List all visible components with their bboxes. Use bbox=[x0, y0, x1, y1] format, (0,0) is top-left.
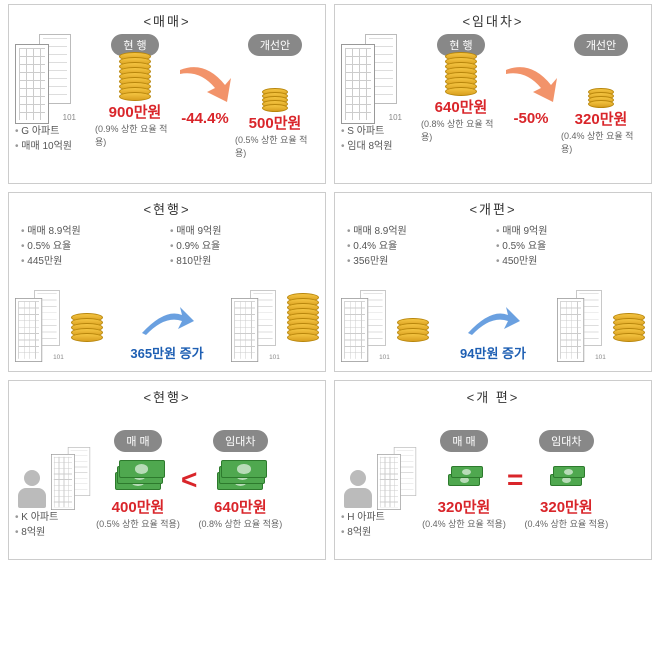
panel-title: <현행> bbox=[15, 387, 319, 406]
panel-revised: <개 편> H 아파트8억원 매 매 320만원 (0.4% 상한 요율 적용)… bbox=[334, 380, 652, 560]
panel-title: <개 편> bbox=[341, 387, 645, 406]
building-icon: 101 bbox=[341, 34, 401, 124]
cash-icon bbox=[115, 460, 161, 490]
current-sub: (0.8% 상한 요율 적용) bbox=[421, 117, 501, 143]
proposed-amount: 500만원 bbox=[249, 112, 302, 133]
coin-stack-proposed bbox=[588, 92, 614, 108]
sale-pill: 매 매 bbox=[114, 430, 161, 452]
proposed-sub: (0.5% 상한 요율 적용) bbox=[235, 133, 315, 159]
building-number: 101 bbox=[62, 113, 77, 122]
current-amount: 640만원 bbox=[435, 96, 488, 117]
panel-title: <개편> bbox=[341, 199, 645, 218]
increase-text: 94만원 증가 bbox=[460, 343, 526, 362]
cash-icon bbox=[550, 466, 582, 486]
lease-amount: 320만원 bbox=[540, 496, 593, 517]
compare-symbol: = bbox=[507, 464, 523, 496]
current-amount: 900만원 bbox=[109, 101, 162, 122]
building-icon bbox=[377, 447, 419, 510]
coin-stack-current bbox=[445, 56, 477, 96]
coin-stack-right bbox=[287, 297, 319, 342]
person-icon bbox=[341, 470, 375, 510]
lease-sub: (0.8% 상한 요율 적용) bbox=[199, 517, 283, 530]
compare-symbol: < bbox=[181, 464, 197, 496]
building-info: G 아파트 매매 10억원 bbox=[15, 124, 72, 154]
arrow-right-icon bbox=[466, 303, 521, 343]
lease-pill: 임대차 bbox=[539, 430, 593, 452]
cash-icon bbox=[217, 460, 263, 490]
panel-current: <현행> K 아파트8억원 매 매 400만원 (0.5% 상한 요율 적용) … bbox=[8, 380, 326, 560]
panel-title: <매매> bbox=[15, 11, 319, 30]
lease-sub: (0.4% 상한 요율 적용) bbox=[525, 517, 609, 530]
building-icon: 101 bbox=[557, 290, 605, 362]
cash-icon bbox=[448, 466, 480, 486]
person-icon bbox=[15, 470, 49, 510]
left-bullets: 매매 8.9억원0.4% 요율356만원 bbox=[347, 224, 407, 269]
proposed-pill: 개선안 bbox=[248, 34, 302, 56]
panel-current: <현행> 매매 8.9억원0.5% 요율445만원 매매 9억원0.9% 요율8… bbox=[8, 192, 326, 372]
building-info: S 아파트 임대 8억원 bbox=[341, 124, 392, 154]
building-icon: 101 bbox=[15, 290, 63, 362]
row-fee-reduction: <매매> 101 G 아파트 매매 10억원 현 행 900만원 (0.9% 상… bbox=[0, 0, 660, 188]
coin-stack-proposed bbox=[262, 92, 288, 112]
change-pct: -44.4% bbox=[181, 110, 229, 127]
building-icon bbox=[51, 447, 93, 510]
sale-sub: (0.5% 상한 요율 적용) bbox=[96, 517, 180, 530]
panel-lease: <임대차> 101 S 아파트 임대 8억원 현 행 640만원 (0.8% 상… bbox=[334, 4, 652, 184]
sale-amount: 400만원 bbox=[112, 496, 165, 517]
building-info: K 아파트8억원 bbox=[15, 510, 58, 540]
lease-pill: 임대차 bbox=[213, 430, 267, 452]
building-info: H 아파트8억원 bbox=[341, 510, 385, 540]
coin-stack-right bbox=[613, 317, 645, 342]
coin-stack-left bbox=[397, 322, 429, 342]
coin-stack-current bbox=[119, 56, 151, 101]
right-bullets: 매매 9억원0.5% 요율450만원 bbox=[496, 224, 547, 269]
lease-amount: 640만원 bbox=[214, 496, 267, 517]
arrow-right-icon bbox=[140, 303, 195, 343]
panel-title: <현행> bbox=[15, 199, 319, 218]
coin-stack-left bbox=[71, 317, 103, 342]
change-pct: -50% bbox=[513, 110, 548, 127]
arrow-down-icon bbox=[175, 60, 235, 110]
proposed-sub: (0.4% 상한 요율 적용) bbox=[561, 129, 641, 155]
left-bullets: 매매 8.9억원0.5% 요율445만원 bbox=[21, 224, 81, 269]
building-icon: 101 bbox=[341, 290, 389, 362]
building-icon: 101 bbox=[15, 34, 75, 124]
sale-pill: 매 매 bbox=[440, 430, 487, 452]
increase-text: 365만원 증가 bbox=[130, 343, 203, 362]
sale-amount: 320만원 bbox=[438, 496, 491, 517]
row-threshold-jump: <현행> 매매 8.9억원0.5% 요율445만원 매매 9억원0.9% 요율8… bbox=[0, 188, 660, 376]
proposed-pill: 개선안 bbox=[574, 34, 628, 56]
sale-sub: (0.4% 상한 요율 적용) bbox=[422, 517, 506, 530]
panel-revised: <개편> 매매 8.9억원0.4% 요율356만원 매매 9억원0.5% 요율4… bbox=[334, 192, 652, 372]
panel-title: <임대차> bbox=[341, 11, 645, 30]
arrow-down-icon bbox=[501, 60, 561, 110]
building-number: 101 bbox=[388, 113, 403, 122]
proposed-amount: 320만원 bbox=[575, 108, 628, 129]
row-sale-vs-lease: <현행> K 아파트8억원 매 매 400만원 (0.5% 상한 요율 적용) … bbox=[0, 376, 660, 564]
building-icon: 101 bbox=[231, 290, 279, 362]
current-sub: (0.9% 상한 요율 적용) bbox=[95, 122, 175, 148]
panel-sale: <매매> 101 G 아파트 매매 10억원 현 행 900만원 (0.9% 상… bbox=[8, 4, 326, 184]
right-bullets: 매매 9억원0.9% 요율810만원 bbox=[170, 224, 221, 269]
